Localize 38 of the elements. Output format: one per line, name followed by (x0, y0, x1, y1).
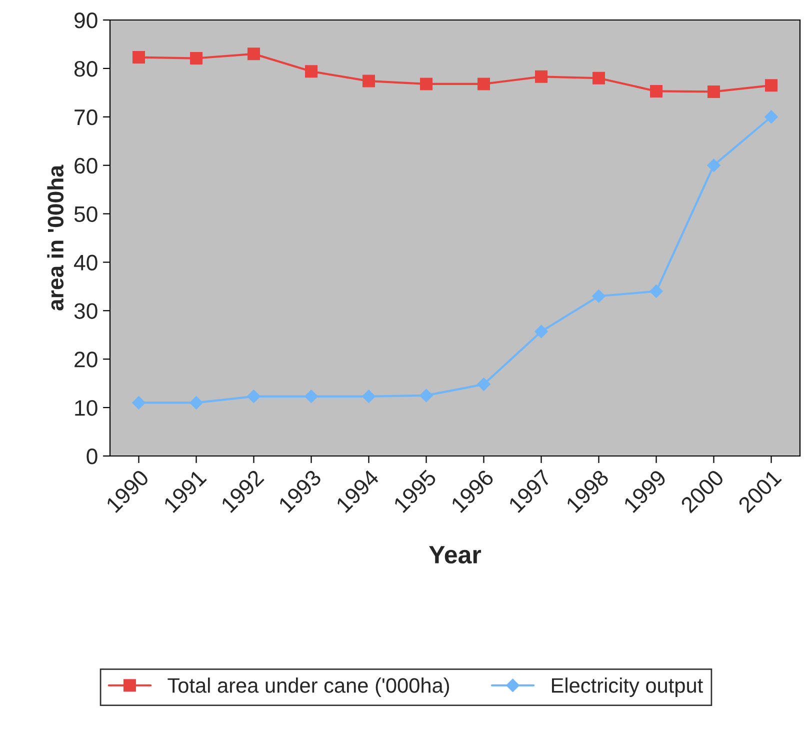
point (592, 290, 606, 303)
y-tick-label: 40 (74, 254, 98, 270)
y-tick-label: 80 (74, 60, 98, 77)
y-tick-label: 20 (74, 352, 98, 368)
y-axis-title: area in '000ha (47, 164, 64, 310)
y-tick-label: 0 (86, 448, 98, 464)
point (535, 70, 548, 83)
point (362, 74, 375, 88)
point (650, 84, 662, 98)
point (132, 396, 146, 410)
point (765, 79, 778, 92)
point (707, 158, 720, 172)
point (420, 78, 432, 90)
point (248, 48, 260, 60)
y-tick-label: 70 (74, 109, 98, 126)
x-axis-title: Year (429, 546, 482, 564)
point (764, 110, 778, 124)
y-tick-label: 60 (74, 158, 98, 174)
y-tick-label: 10 (75, 400, 98, 416)
point (362, 390, 376, 403)
point (190, 52, 202, 65)
point (190, 396, 203, 410)
y-tick-label: 90 (74, 12, 98, 28)
point (477, 378, 490, 391)
point (708, 85, 720, 98)
y-tick-label: 30 (74, 303, 98, 319)
legend-label: Total area under cane ('000ha) (168, 678, 450, 697)
y-tick-label: 50 (74, 206, 98, 222)
point (420, 388, 433, 402)
point (305, 65, 318, 78)
point (534, 324, 548, 338)
point (304, 390, 318, 403)
point (592, 72, 605, 84)
point (478, 78, 490, 90)
point (132, 51, 145, 64)
point (247, 390, 260, 403)
legend-label: Electricity output (552, 678, 703, 697)
point (650, 284, 663, 298)
